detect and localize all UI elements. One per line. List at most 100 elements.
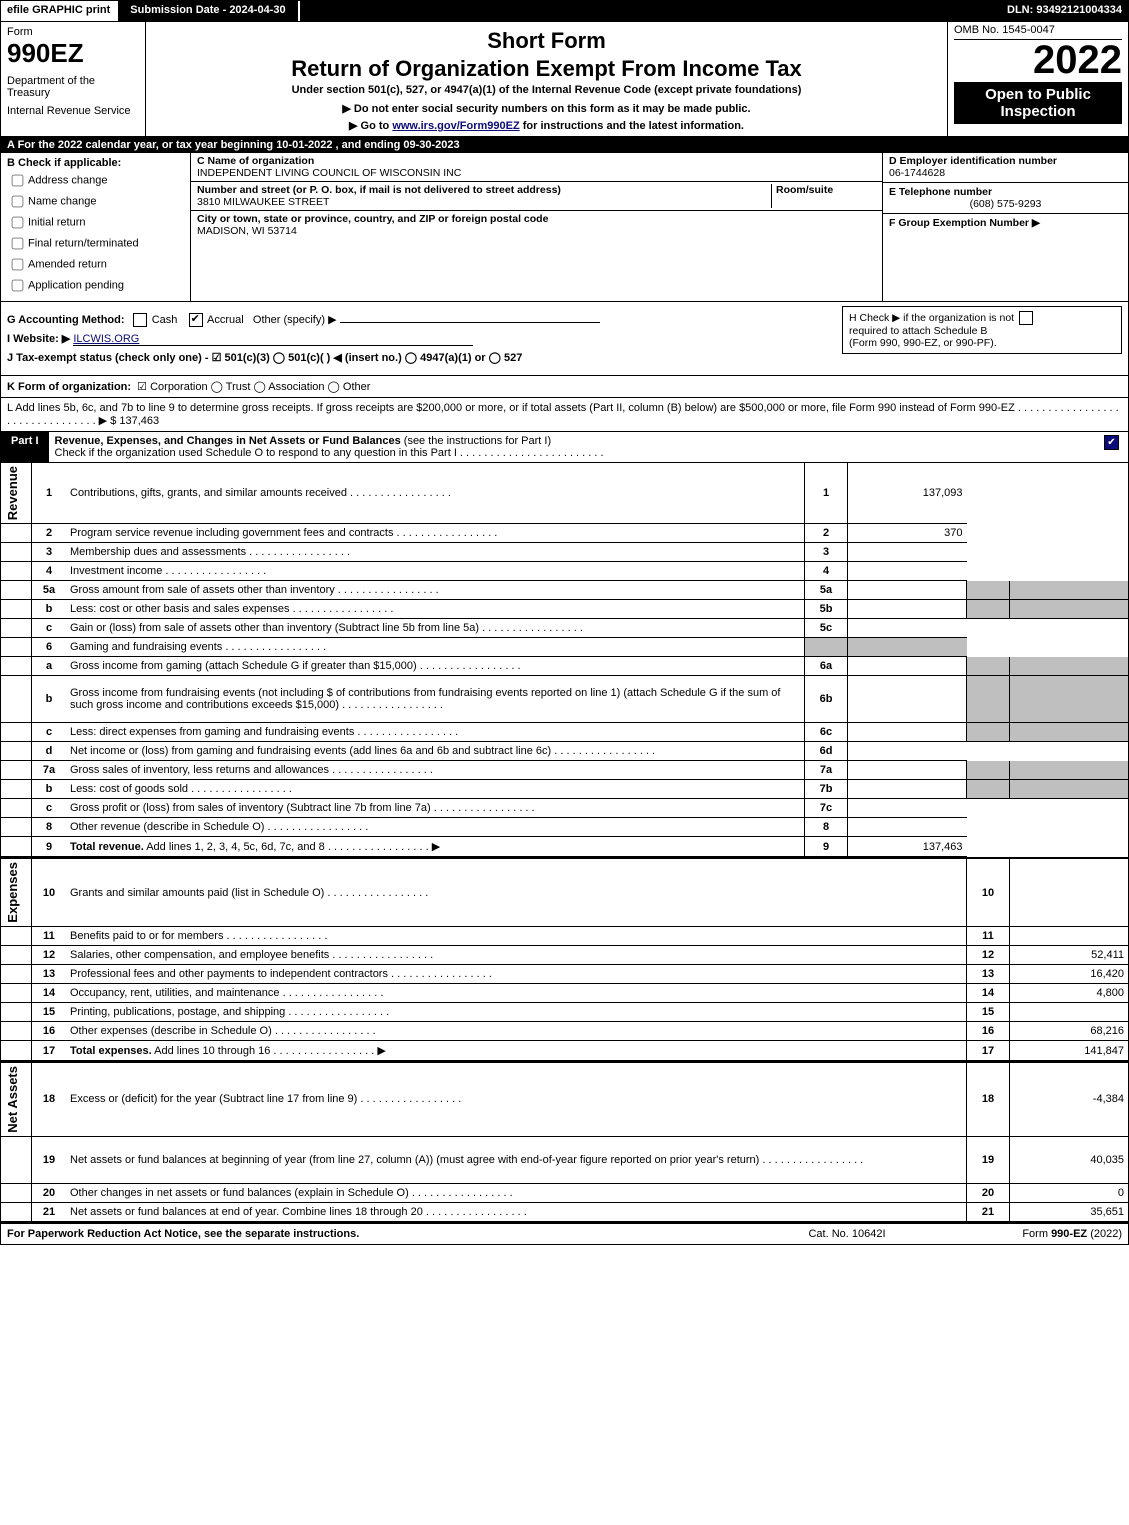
line-number: 16 bbox=[32, 1022, 67, 1041]
mid-line-value bbox=[848, 581, 967, 600]
line-row: 16Other expenses (describe in Schedule O… bbox=[1, 1022, 1128, 1041]
right-line-value: -4,384 bbox=[1010, 1062, 1129, 1136]
line-number: 5a bbox=[32, 581, 67, 600]
mid-line-value bbox=[848, 723, 967, 742]
h-box: H Check ▶ if the organization is not req… bbox=[842, 306, 1122, 354]
line-desc: Net income or (loss) from gaming and fun… bbox=[66, 742, 805, 761]
line-row: bLess: cost of goods sold . . . . . . . … bbox=[1, 780, 1128, 799]
chk-amended-return[interactable]: Amended return bbox=[7, 255, 184, 274]
line-desc: Contributions, gifts, grants, and simila… bbox=[66, 463, 805, 524]
line-desc: Total expenses. Add lines 10 through 16 … bbox=[66, 1041, 967, 1061]
chk-name-change[interactable]: Name change bbox=[7, 192, 184, 211]
mid-line-number: 6a bbox=[805, 657, 848, 676]
mid-line-value bbox=[848, 761, 967, 780]
right-line-number: 18 bbox=[967, 1062, 1010, 1136]
line-row: 5aGross amount from sale of assets other… bbox=[1, 581, 1128, 600]
line-desc: Less: direct expenses from gaming and fu… bbox=[66, 723, 805, 742]
mid-line-number: 5b bbox=[805, 600, 848, 619]
right-line-value: 141,847 bbox=[1010, 1041, 1129, 1061]
line-desc: Net assets or fund balances at beginning… bbox=[66, 1136, 967, 1183]
line-number: 15 bbox=[32, 1003, 67, 1022]
mid-line-number: 6c bbox=[805, 723, 848, 742]
line-row: 21Net assets or fund balances at end of … bbox=[1, 1202, 1128, 1221]
form-title: Return of Organization Exempt From Incom… bbox=[156, 56, 937, 82]
line-desc: Total revenue. Add lines 1, 2, 3, 4, 5c,… bbox=[66, 837, 805, 857]
irs-link[interactable]: www.irs.gov/Form990EZ bbox=[392, 120, 519, 132]
chk-application-pending[interactable]: Application pending bbox=[7, 276, 184, 295]
top-bar: efile GRAPHIC print Submission Date - 20… bbox=[1, 1, 1128, 21]
line-number: 19 bbox=[32, 1136, 67, 1183]
right-line-number: 16 bbox=[967, 1022, 1010, 1041]
right-line-number: 6d bbox=[805, 742, 848, 761]
paperwork-notice: For Paperwork Reduction Act Notice, see … bbox=[7, 1228, 772, 1240]
chk-address-change[interactable]: Address change bbox=[7, 171, 184, 190]
mid-line-number: 6b bbox=[805, 676, 848, 723]
right-line-number: 2 bbox=[805, 524, 848, 543]
form-label: Form bbox=[7, 26, 139, 38]
line-number: 9 bbox=[32, 837, 67, 857]
line-number: b bbox=[32, 676, 67, 723]
line-number: c bbox=[32, 799, 67, 818]
right-line-number: 15 bbox=[967, 1003, 1010, 1022]
right-line-value bbox=[848, 742, 967, 761]
line-number: 6 bbox=[32, 638, 67, 657]
mid-line-value bbox=[848, 780, 967, 799]
right-line-value: 35,651 bbox=[1010, 1202, 1129, 1221]
form-header: Form 990EZ Department of the Treasury In… bbox=[1, 21, 1128, 136]
mid-line-number: 7a bbox=[805, 761, 848, 780]
line-row: 3Membership dues and assessments . . . .… bbox=[1, 543, 1128, 562]
line-row: 6Gaming and fundraising events . . . . .… bbox=[1, 638, 1128, 657]
section-c: C Name of organizationINDEPENDENT LIVING… bbox=[191, 153, 883, 301]
ssn-warning: ▶ Do not enter social security numbers o… bbox=[156, 102, 937, 115]
line-number: 20 bbox=[32, 1183, 67, 1202]
mid-line-value bbox=[848, 600, 967, 619]
right-line-number: 3 bbox=[805, 543, 848, 562]
right-line-value bbox=[848, 818, 967, 837]
cash-checkbox[interactable] bbox=[133, 313, 147, 327]
line-number: d bbox=[32, 742, 67, 761]
right-line-value: 40,035 bbox=[1010, 1136, 1129, 1183]
right-line-value bbox=[1010, 858, 1129, 926]
short-form-title: Short Form bbox=[156, 28, 937, 54]
line-number: 4 bbox=[32, 562, 67, 581]
right-line-value bbox=[1010, 1003, 1129, 1022]
line-number: a bbox=[32, 657, 67, 676]
right-line-number: 14 bbox=[967, 984, 1010, 1003]
right-line-number: 5c bbox=[805, 619, 848, 638]
chk-final-return[interactable]: Final return/terminated bbox=[7, 234, 184, 253]
side-label: Expenses bbox=[5, 862, 20, 923]
line-number: c bbox=[32, 619, 67, 638]
line-row: 14Occupancy, rent, utilities, and mainte… bbox=[1, 984, 1128, 1003]
h-checkbox[interactable] bbox=[1019, 311, 1033, 325]
line-row: bGross income from fundraising events (n… bbox=[1, 676, 1128, 723]
line-row: 9Total revenue. Add lines 1, 2, 3, 4, 5c… bbox=[1, 837, 1128, 857]
right-line-number: 21 bbox=[967, 1202, 1010, 1221]
group-exemption: F Group Exemption Number ▶ bbox=[889, 217, 1040, 229]
line-row: 11Benefits paid to or for members . . . … bbox=[1, 927, 1128, 946]
mid-line-value bbox=[848, 657, 967, 676]
ein: 06-1744628 bbox=[889, 167, 1122, 179]
right-line-number: 11 bbox=[967, 927, 1010, 946]
right-line-number: 9 bbox=[805, 837, 848, 857]
line-desc: Printing, publications, postage, and shi… bbox=[66, 1003, 967, 1022]
section-bcd: B Check if applicable: Address change Na… bbox=[1, 153, 1128, 302]
line-number: 7a bbox=[32, 761, 67, 780]
chk-initial-return[interactable]: Initial return bbox=[7, 213, 184, 232]
page-footer: For Paperwork Reduction Act Notice, see … bbox=[1, 1222, 1128, 1244]
right-line-value bbox=[848, 619, 967, 638]
side-label: Net Assets bbox=[5, 1066, 20, 1133]
street-address: 3810 MILWAUKEE STREET bbox=[197, 196, 329, 208]
line-desc: Grants and similar amounts paid (list in… bbox=[66, 858, 967, 926]
accrual-checkbox[interactable] bbox=[189, 313, 203, 327]
netassets-table: Net Assets18Excess or (deficit) for the … bbox=[1, 1061, 1128, 1222]
website-link[interactable]: ILCWIS.ORG bbox=[73, 333, 473, 346]
tax-year: 2022 bbox=[954, 40, 1122, 80]
mid-line-value bbox=[848, 676, 967, 723]
part1-schedule-o-check[interactable]: ✔ bbox=[1104, 435, 1119, 450]
mid-line-number: 5a bbox=[805, 581, 848, 600]
line-number: 8 bbox=[32, 818, 67, 837]
line-number: b bbox=[32, 600, 67, 619]
submission-date: Submission Date - 2024-04-30 bbox=[116, 1, 299, 21]
open-public-box: Open to Public Inspection bbox=[954, 82, 1122, 124]
line-desc: Membership dues and assessments . . . . … bbox=[66, 543, 805, 562]
